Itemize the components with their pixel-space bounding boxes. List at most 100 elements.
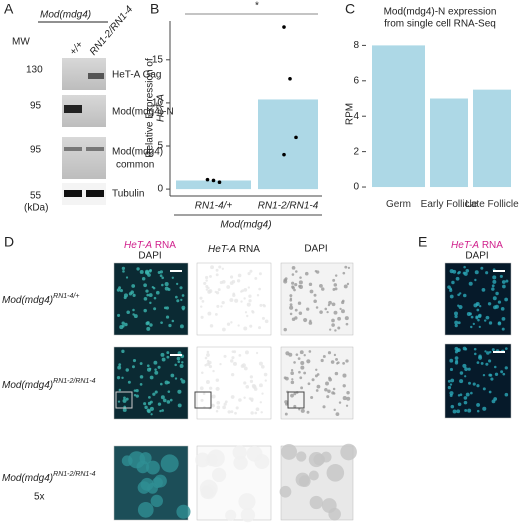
- nucleus: [219, 280, 224, 285]
- nucleus: [476, 402, 481, 407]
- nucleus: [488, 373, 492, 377]
- y-tick-label: 2: [353, 146, 359, 157]
- nucleus: [146, 364, 150, 368]
- nucleus: [307, 382, 311, 386]
- nucleus: [117, 313, 121, 317]
- nucleus: [220, 305, 223, 308]
- nucleus: [291, 317, 296, 322]
- nucleus: [322, 405, 326, 409]
- nucleus: [324, 388, 328, 392]
- nucleus: [299, 276, 302, 279]
- nucleus: [247, 272, 251, 276]
- nucleus: [154, 370, 159, 375]
- nucleus: [468, 381, 471, 385]
- nucleus: [245, 385, 250, 389]
- nucleus: [500, 306, 505, 311]
- nucleus: [169, 398, 173, 402]
- nucleus: [264, 319, 269, 324]
- nucleus: [256, 294, 260, 297]
- nucleus: [289, 297, 293, 300]
- y-tick-label: 6: [353, 75, 359, 86]
- column-header: HeT-A RNA: [208, 244, 260, 255]
- data-point: [282, 152, 286, 157]
- nucleus: [492, 275, 497, 280]
- nucleus: [481, 288, 486, 292]
- nucleus: [174, 363, 177, 367]
- nucleus: [164, 282, 169, 287]
- nucleus: [121, 321, 125, 325]
- nucleus: [231, 350, 235, 353]
- nucleus: [241, 289, 245, 293]
- nucleus: [145, 289, 149, 293]
- nucleus: [237, 324, 240, 327]
- nucleus: [455, 276, 460, 281]
- nucleus: [492, 279, 497, 284]
- nucleus: [504, 347, 508, 350]
- nucleus: [343, 284, 348, 289]
- nucleus: [463, 396, 468, 400]
- nucleus: [447, 379, 451, 383]
- nucleus: [309, 495, 323, 510]
- panel-letter: E: [418, 234, 427, 250]
- nucleus: [457, 293, 460, 297]
- nucleus: [330, 360, 335, 364]
- nucleus: [243, 396, 246, 399]
- nucleus: [211, 404, 215, 408]
- nucleus: [225, 509, 237, 521]
- nucleus: [485, 315, 490, 320]
- nucleus: [229, 281, 234, 285]
- nucleus: [310, 396, 314, 400]
- nucleus: [470, 315, 474, 319]
- nucleus: [472, 382, 476, 386]
- nucleus: [243, 297, 246, 300]
- nucleus: [150, 494, 163, 508]
- nucleus: [204, 356, 208, 360]
- nucleus: [230, 410, 234, 414]
- nucleus: [229, 275, 234, 279]
- nucleus: [238, 353, 242, 357]
- nucleus: [476, 384, 480, 388]
- nucleus: [207, 286, 210, 290]
- row-label: Mod(mdg4)RN1-4/+: [2, 293, 79, 306]
- unit: (kDa): [24, 203, 48, 214]
- nucleus: [459, 371, 464, 375]
- nucleus: [130, 290, 134, 294]
- nucleus: [325, 381, 329, 386]
- nucleus: [457, 402, 462, 407]
- nucleus: [154, 368, 157, 371]
- nucleus: [293, 392, 297, 396]
- nucleus: [246, 314, 249, 318]
- nucleus: [212, 369, 215, 373]
- nucleus: [327, 389, 331, 393]
- micrographs: [113, 262, 512, 523]
- nucleus: [291, 285, 295, 289]
- nucleus: [345, 359, 349, 363]
- nucleus: [501, 327, 505, 331]
- micrograph: [196, 262, 272, 336]
- blot-label: common: [116, 160, 154, 171]
- nucleus: [159, 409, 162, 413]
- nucleus: [477, 318, 480, 322]
- nucleus: [201, 299, 205, 303]
- nucleus: [473, 303, 478, 308]
- nucleus: [157, 271, 161, 275]
- nucleus: [122, 398, 127, 403]
- nucleus: [264, 379, 267, 382]
- nucleus: [463, 400, 468, 405]
- nucleus: [299, 350, 304, 355]
- nucleus: [474, 278, 477, 282]
- nucleus: [283, 279, 288, 284]
- band: [88, 73, 104, 79]
- nucleus: [261, 392, 264, 395]
- nucleus: [167, 390, 171, 393]
- mw-heading: MW: [12, 37, 30, 48]
- nucleus: [342, 271, 346, 275]
- nucleus: [177, 403, 182, 408]
- nucleus: [121, 266, 126, 270]
- nucleus: [337, 316, 341, 321]
- nucleus: [230, 395, 235, 399]
- nucleus: [121, 324, 125, 328]
- nucleus: [450, 378, 455, 383]
- nucleus: [209, 274, 212, 278]
- mw: 130: [26, 65, 43, 76]
